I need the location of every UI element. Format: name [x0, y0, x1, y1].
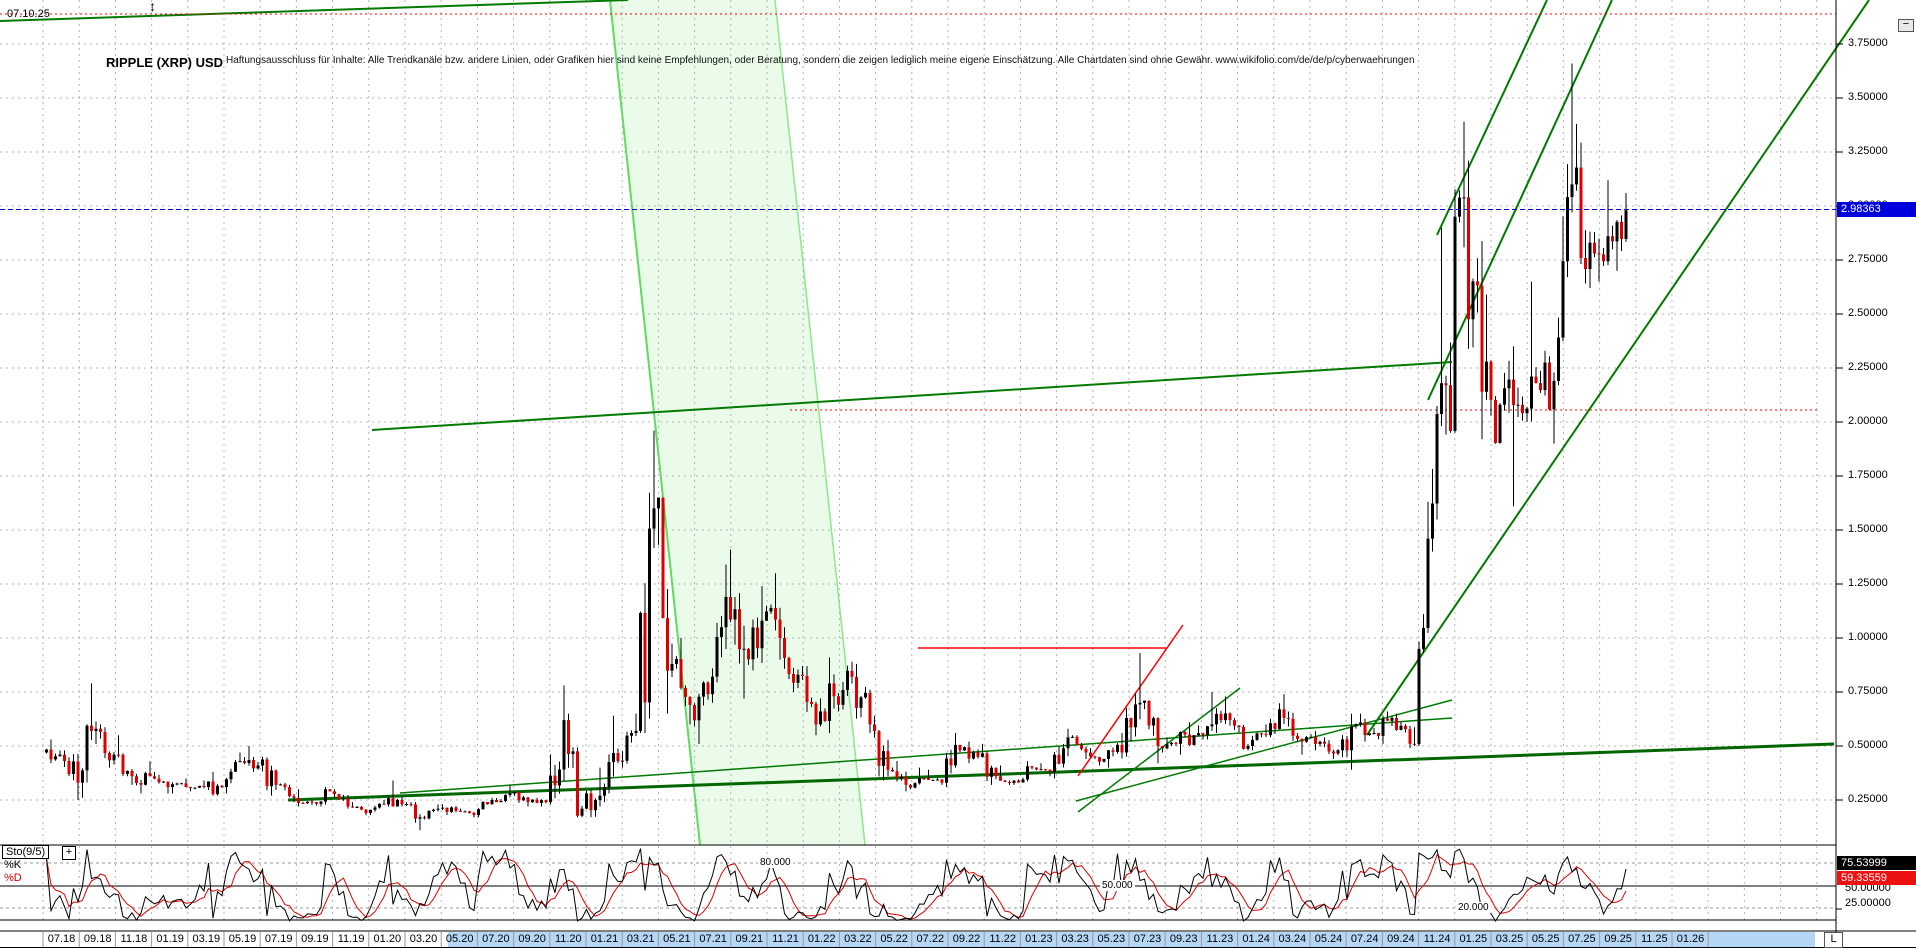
collapse-axis-button[interactable]: −: [1898, 19, 1914, 32]
trendline: [399, 717, 1453, 794]
trendline: [0, 0, 629, 22]
stochastic-d-line: [46, 854, 1627, 920]
stochastic-k-line: [46, 848, 1627, 922]
trendline: [1436, 0, 1548, 236]
trendline: [1075, 699, 1453, 802]
highlight-band: [610, 0, 865, 845]
add-indicator-button[interactable]: +: [62, 846, 76, 860]
trendline: [1427, 0, 1613, 401]
trendline: [287, 742, 1835, 802]
trendline: [1077, 687, 1241, 813]
trendline: [371, 361, 1453, 431]
range-l-button[interactable]: L: [1824, 932, 1843, 948]
trendline: [1366, 0, 1870, 736]
indicator-label[interactable]: Sto(9/5): [2, 845, 50, 859]
highlight-band-right-edge: [774, 0, 866, 846]
candlestick-series: [45, 63, 1628, 831]
loaded-range-highlight: [448, 932, 1815, 947]
red-annotation-line: [1077, 624, 1184, 777]
